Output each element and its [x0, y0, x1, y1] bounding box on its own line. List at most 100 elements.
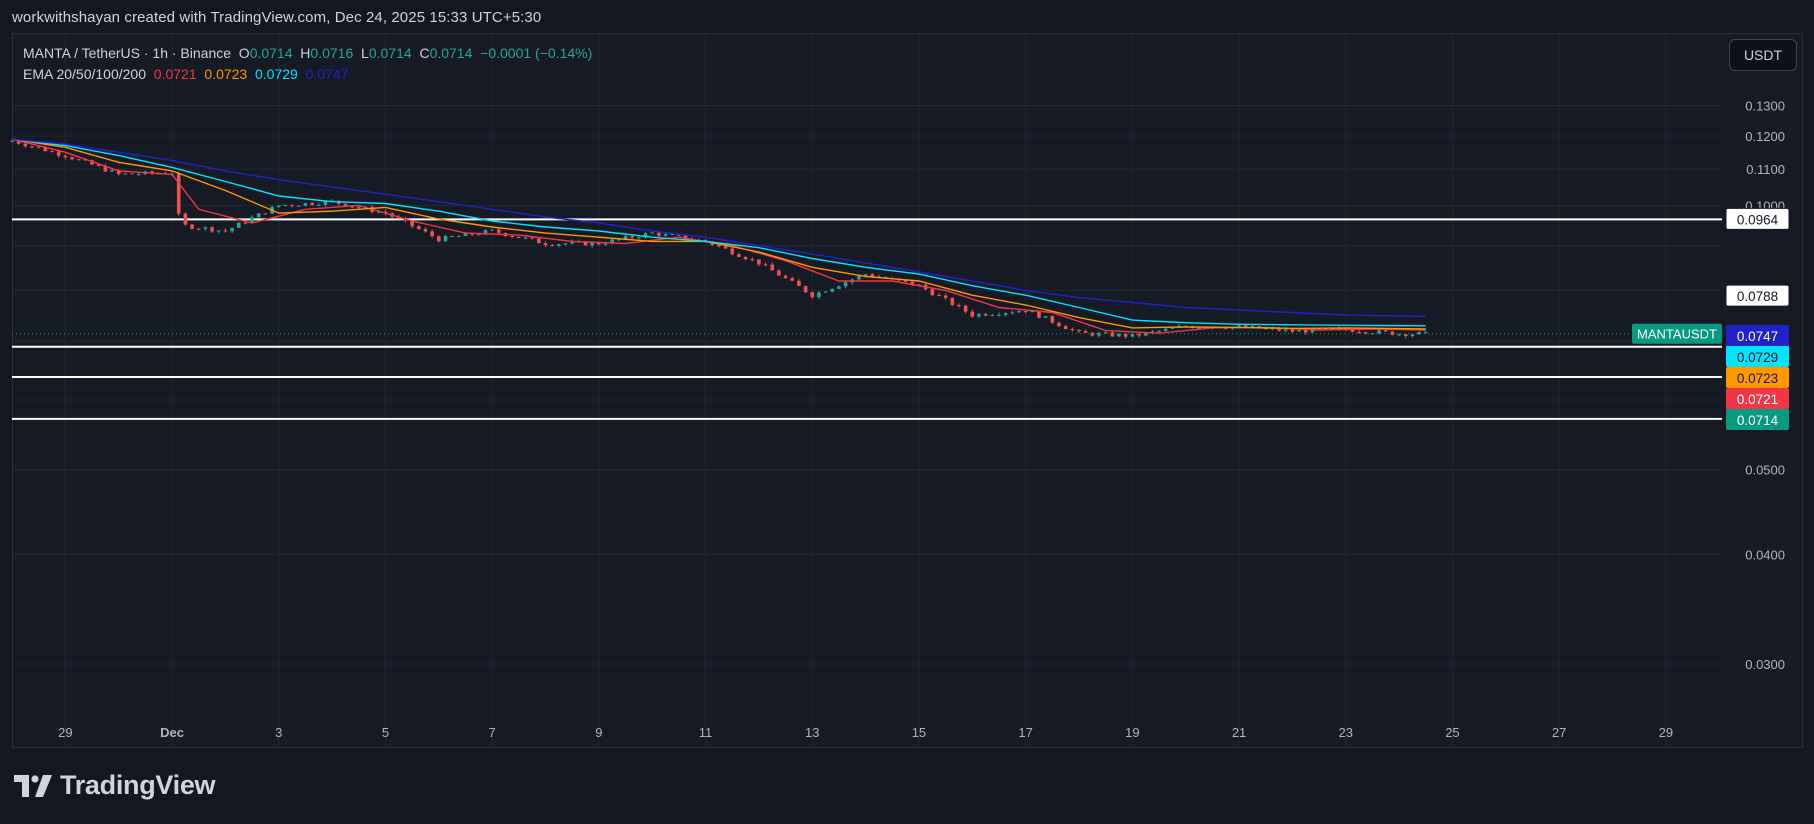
- candle-body: [1023, 311, 1028, 313]
- level-badge-bg: [1725, 207, 1790, 230]
- candle-body: [1070, 329, 1075, 331]
- candle-body: [663, 233, 668, 236]
- candle-body: [1163, 328, 1168, 331]
- candle-body: [1223, 328, 1228, 330]
- candle-body: [196, 228, 201, 230]
- candle-body: [323, 201, 328, 205]
- candle-body: [1057, 322, 1061, 327]
- price-tick-label: 0.1100: [1746, 162, 1785, 177]
- candle-body: [110, 170, 114, 172]
- candle-body: [937, 295, 941, 297]
- currency-button[interactable]: USDT: [1729, 39, 1797, 71]
- time-tick-label: 29: [1659, 725, 1673, 740]
- candle-body: [1403, 334, 1408, 337]
- candle-body: [1363, 332, 1368, 334]
- candle-body: [216, 230, 221, 232]
- candle-body: [36, 146, 41, 148]
- candle-body: [543, 243, 548, 246]
- candle-body: [517, 236, 521, 238]
- time-tick-label: 3: [275, 725, 282, 740]
- candle-body: [450, 236, 454, 237]
- candle-body: [810, 292, 815, 298]
- candle-body: [1010, 312, 1015, 314]
- candle-body: [930, 289, 935, 296]
- candle-body: [770, 264, 775, 271]
- candle-body: [610, 239, 614, 244]
- candle-body: [943, 295, 948, 298]
- candle-body: [1357, 331, 1361, 333]
- candle-body: [1423, 331, 1428, 333]
- candle-body: [416, 226, 421, 230]
- ema-line-ema100: [11, 138, 1426, 327]
- candle-body: [483, 230, 488, 235]
- candle-body: [56, 151, 61, 156]
- candle-body: [296, 205, 301, 207]
- candle-body: [523, 237, 528, 239]
- candle-body: [910, 281, 915, 286]
- candle-body: [183, 213, 188, 225]
- candle-body: [1250, 326, 1255, 328]
- candle-body: [1077, 329, 1081, 332]
- candle-body: [743, 256, 748, 260]
- ema-badge: 0.0747: [1737, 329, 1778, 344]
- high-label: H: [300, 45, 311, 61]
- candle-body: [863, 274, 868, 276]
- candle-body: [797, 280, 801, 287]
- ema-line-ema50: [11, 138, 1426, 330]
- level-badge: 0.0788: [1737, 289, 1778, 304]
- candle-body: [1383, 330, 1388, 332]
- ema-legend[interactable]: EMA 20/50/100/200 0.0721 0.0723 0.0729 0…: [23, 66, 348, 82]
- candle-body: [136, 174, 141, 176]
- candle-body: [1303, 329, 1308, 333]
- candle-body: [490, 229, 494, 231]
- candle-body: [550, 245, 554, 247]
- candle-body: [303, 202, 308, 206]
- candle-body: [843, 282, 848, 287]
- candle-body: [783, 275, 788, 279]
- candle-body: [643, 233, 648, 238]
- candle-body: [343, 203, 348, 207]
- candle-body: [1003, 313, 1008, 315]
- candle-body: [176, 173, 181, 214]
- time-tick-label: 13: [805, 725, 819, 740]
- candle-body: [670, 233, 675, 235]
- time-tick-label: 11: [699, 725, 713, 740]
- chart-attribution: workwithshayan created with TradingView.…: [12, 9, 542, 26]
- candle-body: [703, 239, 708, 242]
- symbol-tag-bg: [1632, 323, 1722, 344]
- chart-frame[interactable]: [12, 33, 1803, 748]
- time-tick-label: 23: [1339, 725, 1353, 740]
- ema-badge-bg: [1726, 346, 1789, 367]
- candle-body: [983, 313, 988, 316]
- candle-body: [50, 151, 54, 153]
- candle-body: [290, 205, 294, 207]
- candle-body: [510, 236, 514, 238]
- ema50-value: 0.0723: [204, 66, 248, 82]
- open-value: 0.0714: [249, 45, 293, 61]
- candle-body: [790, 278, 795, 281]
- candle-body: [1397, 334, 1401, 336]
- close-value: 0.0714: [429, 45, 473, 61]
- symbol-label[interactable]: MANTA / TetherUS · 1h · Binance: [23, 45, 232, 61]
- candle-body: [650, 232, 654, 234]
- candle-body: [310, 202, 314, 205]
- candle-body: [1290, 329, 1295, 332]
- candle-body: [63, 155, 68, 158]
- candle-body: [903, 280, 908, 282]
- price-badges: 0.09640.07880.06900.0571MANTAUSDT0.07470…: [1632, 207, 1790, 430]
- ema-line-ema20: [11, 138, 1426, 334]
- candle-body: [1037, 311, 1041, 318]
- candle-body: [1417, 332, 1421, 335]
- candle-body: [683, 235, 688, 240]
- candle-body: [637, 237, 641, 239]
- candle-body: [10, 140, 14, 142]
- time-tick-label: 25: [1445, 725, 1459, 740]
- change-value: −0.0001 (−0.14%): [480, 45, 593, 61]
- candle-body: [76, 159, 81, 161]
- candle-body: [316, 204, 321, 206]
- ema-line-ema200: [11, 138, 1426, 318]
- candle-body: [1410, 334, 1415, 337]
- candle-body: [256, 213, 261, 218]
- candle-body: [1110, 332, 1115, 337]
